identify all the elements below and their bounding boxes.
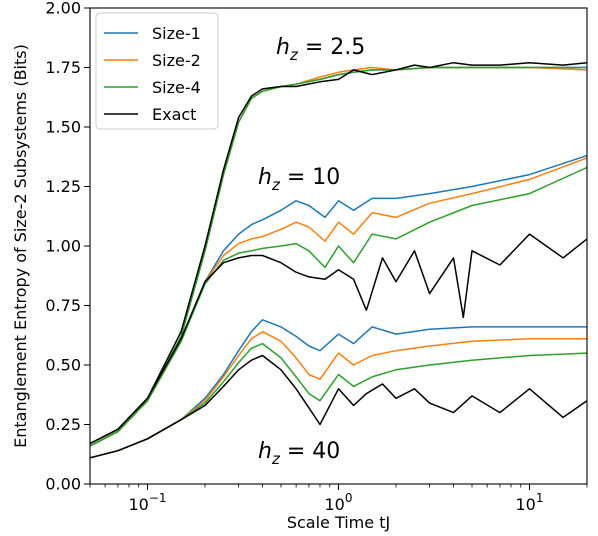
x-tick-base: 10	[128, 495, 148, 514]
y-axis-label: Entanglement Entropy of Size-2 Subsystem…	[11, 44, 30, 448]
y-tick-label: 2.00	[45, 0, 81, 18]
legend-label-size-4: Size-4	[152, 78, 201, 97]
y-tick-label: 0.50	[45, 356, 81, 375]
legend-label-size-2: Size-2	[152, 51, 201, 70]
y-tick-label: 0.75	[45, 296, 81, 315]
y-tick-label: 1.00	[45, 237, 81, 256]
annotation-var: h	[276, 35, 290, 60]
series-line-exact-group-3	[89, 354, 588, 459]
annotation-sub: z	[271, 450, 281, 468]
x-tick-exponent: 0	[345, 491, 353, 505]
annotation-value: = 40	[280, 439, 340, 464]
annotation-value: = 2.5	[298, 35, 365, 60]
x-axis: 10−1 100 101	[89, 484, 588, 514]
x-tick-label: 101	[516, 491, 544, 514]
series-line-exact-group-1	[89, 61, 588, 445]
x-tick-exponent: 1	[536, 491, 544, 505]
x-tick-exponent: −1	[149, 491, 167, 505]
annotation-value: = 10	[280, 165, 340, 190]
y-tick-label: 1.75	[45, 58, 81, 77]
x-tick-base: 10	[325, 495, 345, 514]
annotation-label: hz = 2.5	[276, 35, 365, 64]
annotation-var: h	[258, 165, 272, 190]
annotation-sub: z	[271, 176, 281, 194]
annotation-var: h	[258, 439, 272, 464]
y-tick-label: 0.00	[45, 475, 81, 494]
legend-box	[95, 12, 219, 130]
x-tick-label: 10−1	[128, 491, 166, 514]
legend: Size-1 Size-2 Size-4 Exact	[95, 12, 219, 130]
y-tick-label: 0.25	[45, 415, 81, 434]
series-layer	[89, 61, 588, 459]
y-tick-label: 1.50	[45, 118, 81, 137]
x-axis-label: Scale Time tJ	[287, 513, 390, 532]
annotation-label: hz = 40	[258, 439, 340, 468]
annotation-label: hz = 10	[258, 165, 340, 194]
series-line-exact-group-2	[89, 233, 588, 445]
x-tick-label: 100	[325, 491, 353, 514]
x-tick-base: 10	[516, 495, 536, 514]
legend-label-exact: Exact	[152, 105, 196, 124]
annotation-sub: z	[289, 46, 299, 64]
legend-label-size-1: Size-1	[152, 24, 201, 43]
series-line-size-4-group-1	[89, 66, 587, 447]
series-line-size-4-group-2	[89, 166, 588, 447]
y-axis: 0.00 0.25 0.50 0.75 1.00 1.25 1.50 1.75 2.00	[45, 0, 90, 494]
y-tick-label: 1.25	[45, 177, 81, 196]
